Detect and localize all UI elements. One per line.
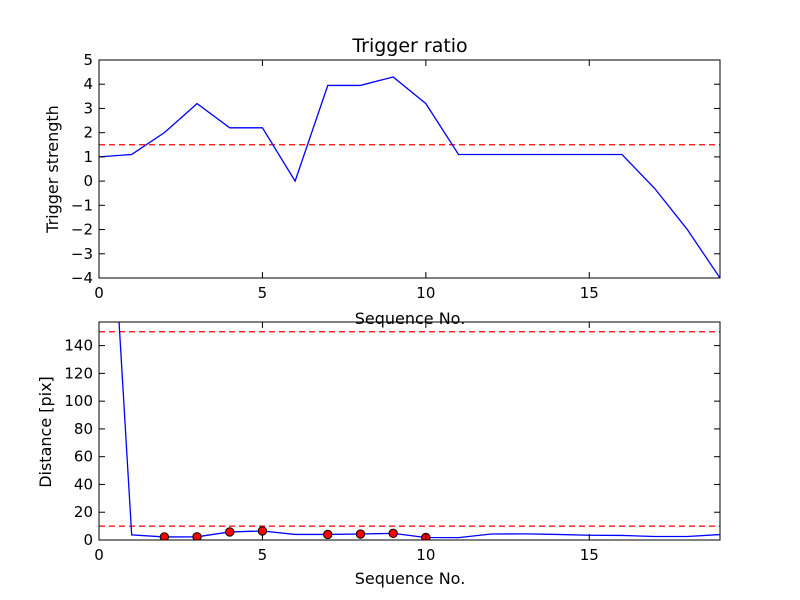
series-line: [118, 322, 720, 539]
y-tick-label: 4: [83, 75, 93, 93]
y-tick-label: 1: [83, 148, 93, 166]
y-tick-label: 0: [83, 531, 93, 549]
y-tick-label: 5: [83, 51, 93, 69]
y-tick-label: −1: [71, 196, 93, 214]
y-tick-label: −2: [71, 221, 93, 239]
y-tick-label: 60: [74, 448, 93, 466]
y-tick-label: 3: [83, 99, 93, 117]
y-axis-label: Distance [pix]: [36, 376, 55, 488]
distance-chart: 0 5 10 15 0 20 40 60 80 100 120 140 Sequence No. Di…: [36, 321, 721, 588]
data-point: [225, 527, 235, 537]
chart-title: Trigger ratio: [351, 35, 467, 57]
axes-frame: [98, 59, 721, 279]
y-tick-label: 80: [74, 420, 93, 438]
y-tick-label: −4: [71, 269, 93, 287]
data-point: [159, 532, 170, 540]
y-tick-label: 0: [83, 172, 93, 190]
y-tick-label: 140: [64, 337, 93, 355]
plot-area: 0 5 10 15 0 20 40 60 80 100 120 140: [64, 321, 721, 564]
y-axis-label: Trigger strength: [43, 105, 62, 234]
y-tick-label: 20: [74, 503, 93, 521]
series-line: [99, 76, 720, 278]
x-tick-label: 0: [94, 284, 104, 302]
y-tick-label: −3: [71, 245, 93, 263]
y-tick-label: 2: [83, 124, 93, 142]
data-point: [323, 529, 333, 540]
y-tick-label: 120: [64, 364, 93, 382]
y-tick-label: 100: [64, 392, 93, 410]
x-tick-label: 0: [94, 546, 104, 564]
axes-frame: [98, 321, 721, 541]
plot-marks: [99, 76, 720, 278]
x-tick-label: 10: [416, 546, 435, 564]
x-axis-label: Sequence No.: [355, 569, 466, 588]
x-axis-label: Sequence No.: [355, 309, 466, 328]
plot-area: 0 5 10 15 −4 −3 −2 −1 0 1 2 3 4 5: [71, 51, 721, 302]
plot-marks: [99, 322, 720, 540]
data-point: [192, 532, 202, 540]
x-tick-label: 5: [258, 284, 268, 302]
x-tick-label: 10: [416, 284, 435, 302]
y-tick-label: 40: [74, 475, 93, 493]
x-tick-label: 15: [580, 284, 599, 302]
trigger-ratio-chart: Trigger ratio 0 5 10 15 −4 −3 −2 −1 0 1 2 3 4 5 Seque…: [43, 35, 721, 328]
data-point: [388, 528, 398, 539]
data-point: [257, 526, 268, 536]
x-tick-label: 15: [580, 546, 599, 564]
data-point: [355, 529, 366, 539]
x-tick-label: 5: [258, 546, 268, 564]
